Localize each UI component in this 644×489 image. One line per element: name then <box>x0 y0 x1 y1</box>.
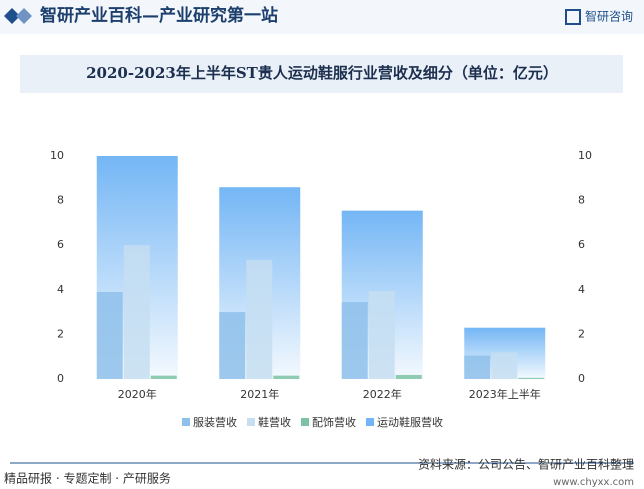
x-tick-label: 2023年上半年 <box>469 387 541 401</box>
logo-icon <box>565 9 581 25</box>
bar <box>341 302 368 379</box>
footer-url: www.chyxx.com <box>553 477 634 488</box>
bar <box>150 375 177 379</box>
y2-tick-label: 10 <box>578 149 592 162</box>
x-tick-label: 2021年 <box>240 387 279 401</box>
chart-title: 2020-2023年上半年ST贵人运动鞋服行业营收及细分（单位：亿元） <box>86 64 558 82</box>
y2-tick-label: 2 <box>578 327 585 340</box>
legend-label: 服装营收 <box>193 415 237 429</box>
bar <box>491 352 518 379</box>
y2-tick-label: 6 <box>578 238 585 251</box>
header-icon <box>16 8 32 24</box>
x-tick-label: 2022年 <box>363 387 402 401</box>
bar <box>368 290 395 379</box>
bar <box>395 374 422 379</box>
y-tick-label: 4 <box>57 283 64 296</box>
y-tick-label: 8 <box>57 194 64 207</box>
legend-swatch <box>247 418 255 426</box>
legend-swatch <box>366 418 374 426</box>
site-title: 智研产业百科—产业研究第一站 <box>40 5 278 26</box>
header-band <box>0 0 644 34</box>
bar <box>96 292 123 379</box>
title-box <box>20 55 623 93</box>
legend-swatch <box>182 418 190 426</box>
y-tick-label: 2 <box>57 327 64 340</box>
footer-services: 精品研报 · 专题定制 · 产研服务 <box>4 471 171 486</box>
bar <box>246 259 273 379</box>
legend-label: 鞋营收 <box>258 415 291 429</box>
x-tick-label: 2020年 <box>118 387 157 401</box>
legend-label: 运动鞋服营收 <box>377 415 443 429</box>
bar <box>273 375 300 379</box>
y-tick-label: 0 <box>57 372 64 385</box>
y2-tick-label: 8 <box>578 194 585 207</box>
bar <box>464 355 491 379</box>
header-icon <box>4 8 20 24</box>
y-tick-label: 10 <box>50 149 64 162</box>
bar <box>518 377 545 379</box>
y-tick-label: 6 <box>57 238 64 251</box>
footer-source: 资料来源：公司公告、智研产业百科整理 <box>418 457 634 472</box>
legend-swatch <box>301 418 309 426</box>
bar <box>219 312 246 379</box>
logo: 智研咨询 <box>585 9 633 24</box>
bar <box>123 245 150 379</box>
y2-tick-label: 4 <box>578 283 585 296</box>
legend-label: 配饰营收 <box>312 415 356 429</box>
y2-tick-label: 0 <box>578 372 585 385</box>
